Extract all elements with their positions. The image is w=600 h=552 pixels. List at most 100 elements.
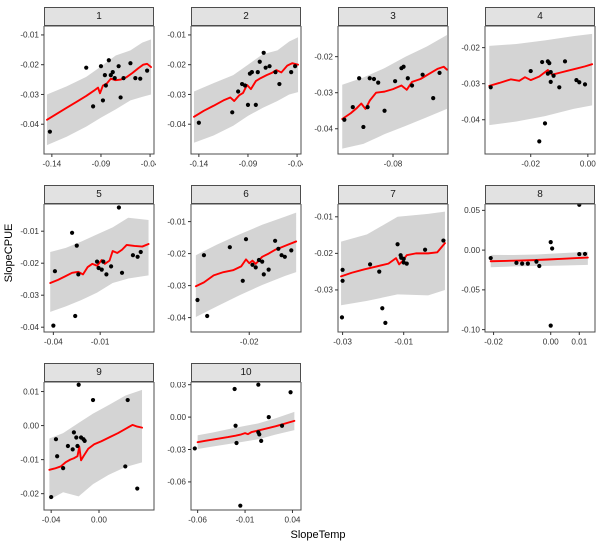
data-point [266, 267, 271, 272]
facet-strip: 9 [44, 363, 154, 382]
data-point [76, 382, 81, 387]
facet-strip-label: 4 [537, 11, 543, 22]
facet-plot-area: -0.01 -0.02 -0.03 -0.03 -0.01 [314, 204, 449, 347]
data-point [119, 270, 125, 275]
facet-strip: 7 [338, 185, 448, 204]
data-point [205, 313, 210, 319]
data-point [380, 306, 385, 311]
x-tick-label: -0.04 [141, 160, 156, 169]
trend-line [340, 242, 446, 278]
y-tick-label: 0.01 [23, 387, 39, 396]
y-tick-label: 0.00 [23, 421, 39, 430]
panel-border [190, 382, 302, 511]
y-tick-label: -0.02 [314, 249, 333, 258]
facet-strip: 3 [338, 7, 448, 26]
y-tick-label: -0.04 [167, 120, 186, 129]
y-tick-label: -0.04 [314, 125, 333, 134]
data-point [289, 70, 294, 75]
facet-strip-label: 6 [243, 189, 249, 200]
trend-line [341, 65, 448, 120]
data-point [382, 108, 387, 113]
data-point [53, 437, 59, 442]
facet-panel-3: 3 -0.02 -0.03 -0.04 -0.08 [308, 7, 450, 172]
x-tick-label: -0.14 [190, 160, 209, 169]
facet-strip-label: 3 [390, 11, 396, 22]
data-point [52, 269, 58, 274]
y-tick-label: -0.01 [20, 227, 39, 236]
x-tick-label: -0.04 [44, 338, 63, 347]
facet-strip-label: 1 [96, 11, 102, 22]
data-point [340, 267, 345, 272]
data-point [276, 246, 281, 251]
data-point [550, 246, 555, 251]
data-point [540, 59, 545, 65]
data-point [230, 110, 235, 115]
data-point [138, 249, 143, 255]
y-tick-label: -0.03 [314, 286, 333, 295]
data-point [273, 70, 278, 75]
confidence-band [197, 411, 295, 449]
data-point [548, 323, 553, 328]
data-point [293, 64, 298, 69]
y-tick-label: 0.00 [170, 413, 186, 422]
trend-line [196, 419, 296, 444]
facet-grid: 1 -0.01 -0.02 -0.03 -0.04 -0.14 -0.09 -0.04 2 … [14, 7, 597, 541]
data-point [577, 80, 582, 85]
data-point [409, 83, 415, 88]
facet-plot-area: 0.05 0.00 -0.05 -0.10 -0.02 0.00 0.01 [461, 204, 596, 347]
data-point [279, 253, 284, 258]
data-point [259, 438, 264, 443]
data-point [257, 59, 262, 64]
data-point [73, 313, 78, 319]
facet-plot-area: 0.03 0.00 -0.03 -0.06 -0.06 -0.01 0.04 [167, 382, 302, 525]
trend-line [49, 243, 150, 284]
data-point [232, 386, 237, 392]
x-tick-label: 0.00 [580, 160, 596, 169]
data-point [70, 447, 75, 452]
data-point [279, 423, 285, 428]
data-point [103, 83, 108, 88]
data-point [128, 61, 133, 66]
y-tick-label: -0.04 [20, 323, 39, 332]
data-point [65, 443, 71, 449]
y-tick-label: -0.02 [461, 43, 480, 52]
data-point [47, 129, 52, 134]
y-tick-label: -0.03 [167, 281, 186, 290]
data-point [121, 75, 126, 81]
data-point [514, 260, 519, 265]
facet-panel-9: 9 0.01 0.00 -0.01 -0.02 -0.04 0.00 [14, 363, 156, 528]
data-point [74, 435, 79, 440]
y-tick-label: -0.02 [20, 259, 39, 268]
data-point [100, 98, 106, 103]
data-point [261, 272, 266, 277]
facet-strip: 4 [485, 7, 595, 26]
x-tick-label: -0.09 [239, 160, 258, 169]
panel-border [43, 204, 155, 333]
data-point [393, 79, 398, 84]
y-tick-label: -0.03 [167, 445, 186, 454]
data-point [520, 261, 525, 266]
data-point [488, 255, 493, 261]
data-point [91, 104, 96, 109]
data-point [383, 320, 388, 325]
data-point [94, 259, 100, 264]
facet-strip-label: 9 [96, 367, 102, 378]
data-point [367, 76, 372, 81]
confidence-band [50, 217, 149, 312]
trend-line [488, 63, 594, 87]
data-point [395, 242, 400, 247]
y-tick-label: -0.03 [461, 79, 480, 88]
x-tick-label: -0.04 [288, 160, 303, 169]
data-point [61, 466, 66, 471]
facet-strip: 6 [191, 185, 301, 204]
facet-panel-2: 2 -0.01 -0.02 -0.03 -0.04 -0.14 -0.09 -0.04 [161, 7, 303, 172]
data-point [547, 61, 552, 66]
data-point [118, 95, 123, 100]
trend-line [45, 62, 153, 121]
data-point [201, 253, 207, 258]
x-tick-label: -0.08 [384, 160, 403, 169]
y-tick-label: -0.01 [314, 213, 333, 222]
data-point [289, 248, 294, 253]
y-tick-label: -0.05 [461, 286, 480, 295]
data-point [582, 82, 588, 87]
